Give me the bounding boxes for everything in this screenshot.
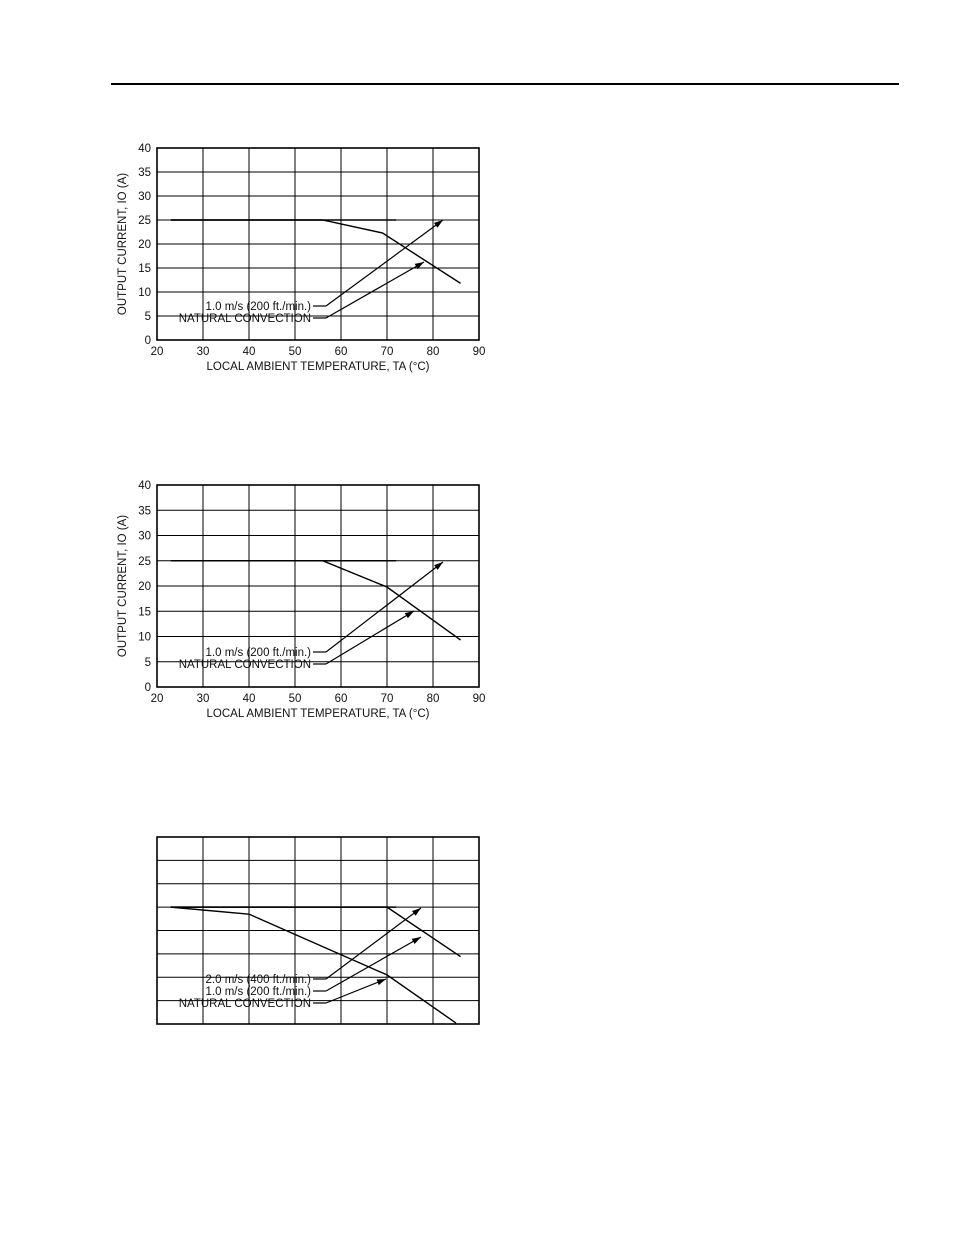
x-tick-label: 80 [427, 693, 440, 705]
x-tick-label: 30 [197, 346, 210, 358]
callout-arrow-line-0 [325, 561, 444, 653]
y-tick-label: 20 [138, 581, 151, 593]
series-label-1: NATURAL CONVECTION [179, 659, 311, 671]
y-tick-label: 5 [145, 657, 151, 669]
y-tick-label: 25 [138, 556, 151, 568]
x-tick-label: 90 [473, 693, 486, 705]
callout-arrowhead-1 [404, 611, 414, 619]
derating-chart-1: 20 30 40 50 60 70 80 90 0 5 10 15 20 25 30 35 40 LOCAL AM… [117, 143, 486, 373]
series-label-0: 1.0 m/s (200 ft./min.) [206, 647, 312, 659]
y-tick-label: 0 [145, 682, 151, 694]
y-tick-label: 10 [138, 632, 151, 644]
x-tick-label: 40 [243, 693, 256, 705]
y-tick-label: 15 [138, 263, 151, 275]
x-tick-label: 60 [335, 346, 348, 358]
x-tick-label: 50 [289, 346, 302, 358]
x-axis-title: LOCAL AMBIENT TEMPERATURE, TA (°C) [207, 708, 430, 720]
y-tick-label: 40 [138, 480, 151, 492]
y-tick-label: 35 [138, 505, 151, 517]
series-line-0 [170, 906, 461, 958]
x-tick-label: 60 [335, 693, 348, 705]
callout-arrow-line-2 [325, 978, 387, 1004]
x-tick-label: 80 [427, 346, 440, 358]
x-tick-label: 50 [289, 693, 302, 705]
plot-frame [156, 836, 480, 1025]
x-tick-label: 40 [243, 346, 256, 358]
callout-arrow-line-1 [325, 610, 415, 665]
callout-arrowhead-0 [434, 562, 443, 570]
y-tick-label: 20 [138, 239, 151, 251]
series-line-0 [170, 560, 462, 641]
series-label-0: 2.0 m/s (400 ft./min.) [206, 974, 312, 986]
x-tick-label: 70 [381, 693, 394, 705]
plot-frame [156, 484, 480, 688]
plot-frame [156, 147, 480, 341]
series-label-2: NATURAL CONVECTION [179, 998, 311, 1010]
y-axis-title: OUTPUT CURRENT, IO (A) [117, 515, 129, 657]
callout-arrowhead-0 [411, 908, 421, 916]
series-label-1: 1.0 m/s (200 ft./min.) [206, 986, 312, 998]
x-tick-label: 20 [151, 346, 164, 358]
y-axis-title: OUTPUT CURRENT, IO (A) [117, 173, 129, 315]
series-label-0: 1.0 m/s (200 ft./min.) [206, 301, 312, 313]
header-rule [111, 83, 899, 85]
y-tick-label: 30 [138, 191, 151, 203]
y-tick-label: 25 [138, 215, 151, 227]
x-tick-label: 30 [197, 693, 210, 705]
callout-arrowhead-0 [433, 220, 443, 228]
series-label-1: NATURAL CONVECTION [179, 313, 311, 325]
y-tick-label: 40 [138, 143, 151, 155]
derating-chart-2: 20 30 40 50 60 70 80 90 0 5 10 15 20 25 30 35 40 LOCAL AM… [117, 480, 486, 720]
x-tick-label: 90 [473, 346, 486, 358]
y-tick-label: 35 [138, 167, 151, 179]
callout-arrowhead-2 [376, 979, 386, 986]
callout-arrowhead-1 [411, 937, 421, 945]
callout-arrow-line-1 [325, 261, 425, 319]
y-tick-label: 15 [138, 606, 151, 618]
x-tick-label: 70 [381, 346, 394, 358]
series-line-0 [170, 219, 461, 284]
derating-chart-3: 2.0 m/s (400 ft./min.)1.0 m/s (200 ft./m… [156, 836, 480, 1025]
callout-arrow-line-0 [325, 907, 422, 980]
x-axis-title: LOCAL AMBIENT TEMPERATURE, TA (°C) [207, 361, 430, 373]
y-tick-label: 30 [138, 531, 151, 543]
y-tick-label: 10 [138, 287, 151, 299]
x-tick-label: 20 [151, 693, 164, 705]
callout-arrow-line-0 [325, 219, 444, 307]
callout-arrow-line-1 [325, 936, 422, 992]
y-tick-label: 0 [145, 335, 151, 347]
series-line-2 [170, 906, 457, 1024]
y-tick-label: 5 [145, 311, 151, 323]
callout-arrowhead-1 [414, 262, 424, 270]
